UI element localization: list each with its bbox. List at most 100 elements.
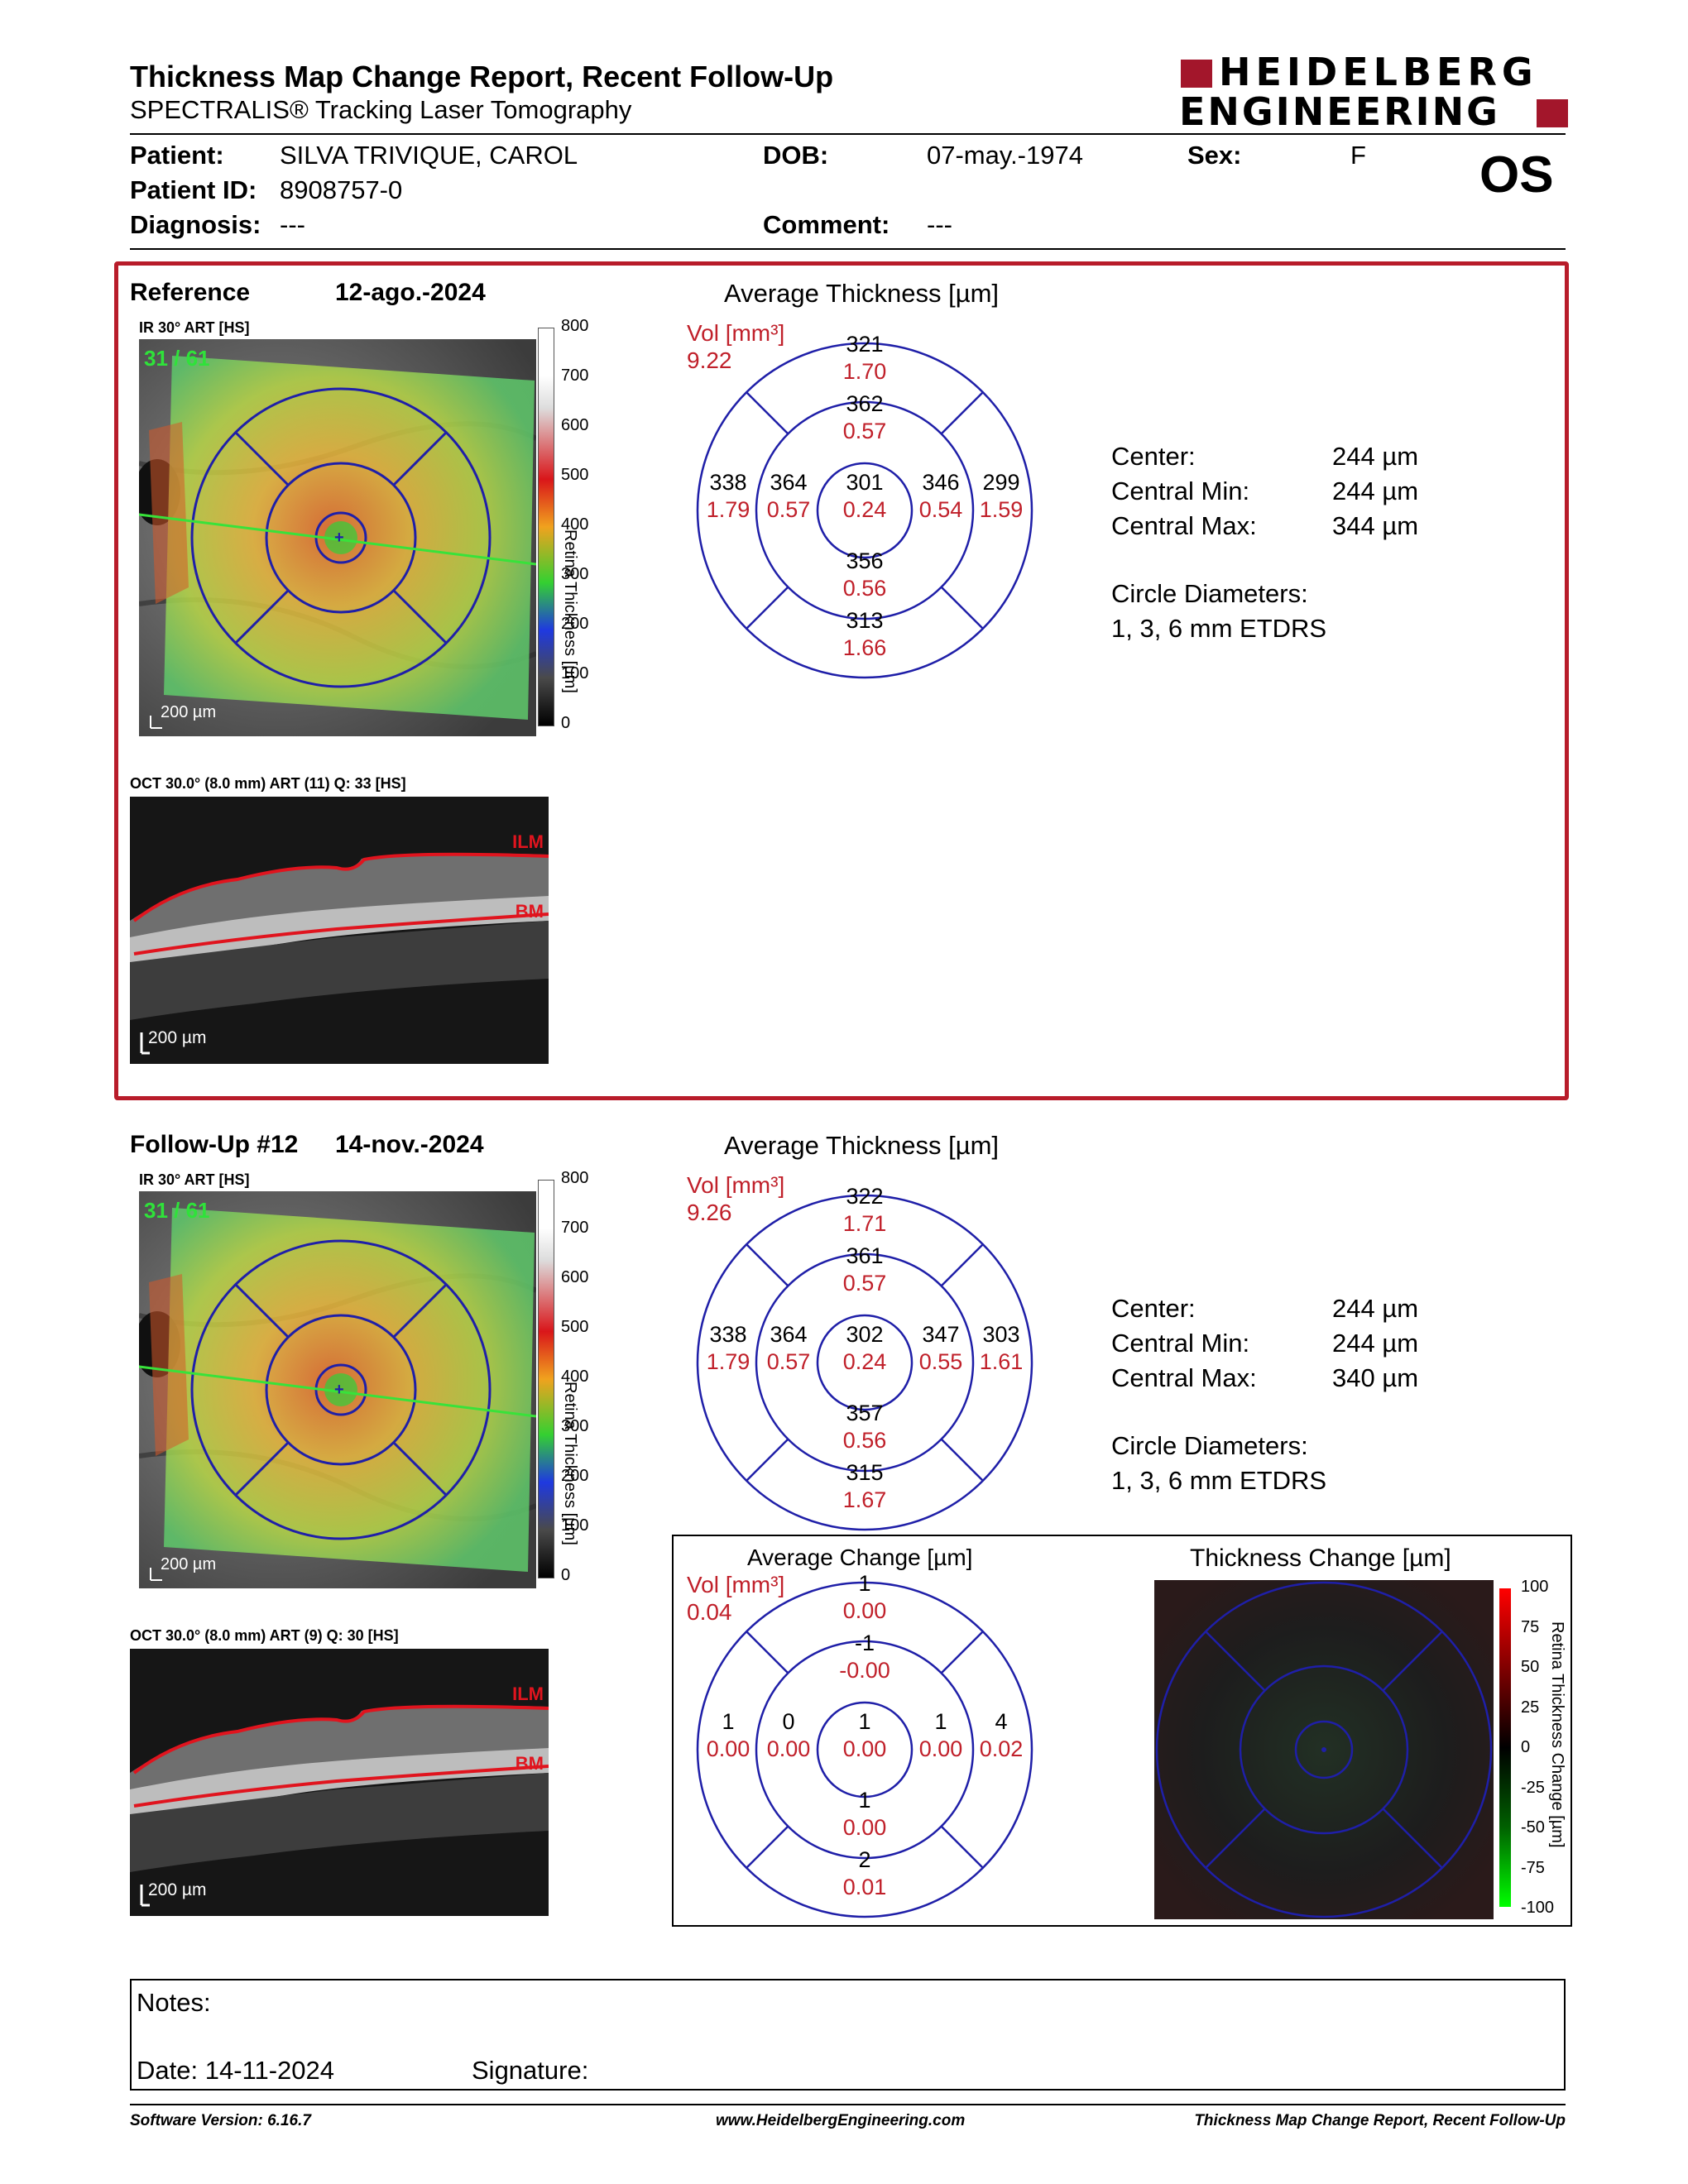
reference-tick: 300	[561, 565, 589, 583]
ref-min-label: Central Min:	[1111, 477, 1250, 505]
reference-ir-overlay: 31 / 61	[144, 346, 210, 371]
followup-oct-ilm: ILM	[512, 1684, 544, 1704]
ref-center-value: 244 µm	[1332, 442, 1419, 471]
change-tick: -75	[1521, 1858, 1545, 1877]
reference-scale-label: Retina Thickness [µm]	[560, 529, 579, 693]
followup-ir-scale: 200 µm	[161, 1555, 217, 1573]
followup-tick: 300	[561, 1417, 589, 1435]
notes-label: Notes:	[137, 1988, 211, 2017]
svg-text:+: +	[334, 1381, 344, 1399]
reference-oct-svg	[130, 797, 549, 1064]
reference-ir-caption: IR 30° ART [HS]	[139, 319, 250, 336]
patient-id-value: 8908757-0	[280, 175, 403, 204]
followup-vol-label: Vol [mm³]	[687, 1172, 785, 1198]
footer-software-version: Software Version: 6.16.7	[130, 2112, 311, 2129]
followup-oct-image: ILM BM 200 µm	[130, 1649, 549, 1916]
change-tick: 75	[1521, 1617, 1540, 1636]
reference-frame	[114, 261, 1569, 1100]
ref-max-label: Central Max:	[1111, 511, 1257, 540]
fu-inner-left: 364 0.57	[766, 1322, 811, 1374]
fu-outer-top: 322 1.71	[842, 1184, 887, 1236]
fu-outer-left: 338 1.79	[706, 1322, 750, 1374]
fu-diam-value: 1, 3, 6 mm ETDRS	[1111, 1466, 1327, 1495]
reference-ir-scale: 200 µm	[161, 703, 217, 721]
diagnosis-value: ---	[280, 210, 305, 239]
ref-outer-right: 299 1.59	[979, 470, 1024, 522]
sex-value: F	[1350, 141, 1366, 170]
reference-ir-image: + 31 / 61 200 µm	[139, 339, 536, 736]
fu-max-label: Central Max:	[1111, 1363, 1257, 1392]
reference-sector-values: 321 1.70 362 0.57 301 0.24 338 1.79 364 0.57 …	[695, 332, 1034, 680]
patient-id-label: Patient ID:	[130, 175, 257, 204]
fu-min-value: 244 µm	[1332, 1329, 1419, 1358]
ref-outer-bottom: 313 1.66	[842, 608, 887, 660]
reference-oct-ilm: ILM	[512, 831, 544, 852]
sex-label: Sex:	[1187, 141, 1242, 170]
ref-outer-top: 321 1.70	[842, 332, 887, 384]
change-colorbar	[1499, 1588, 1511, 1907]
reference-scale-label-text: Retina Thickness [µm]	[561, 529, 579, 693]
ref-inner-bottom: 356 0.56	[842, 548, 887, 601]
ref-diam-value: 1, 3, 6 mm ETDRS	[1111, 614, 1327, 643]
change-tick: 0	[1521, 1738, 1531, 1756]
eye-label: OS	[1479, 146, 1554, 204]
followup-tick: 100	[561, 1516, 589, 1535]
reference-tick: 400	[561, 515, 589, 534]
ch-outer-bottom: 2 0.01	[842, 1847, 887, 1899]
ch-center: 1 0.00	[842, 1709, 887, 1761]
fu-center-value: 244 µm	[1332, 1294, 1419, 1323]
fu-max-value: 340 µm	[1332, 1363, 1419, 1392]
fu-center: 302 0.24	[842, 1322, 887, 1374]
followup-scale-label-text: Retina Thickness [µm]	[561, 1382, 579, 1545]
notes-date: Date: 14-11-2024	[137, 2056, 334, 2085]
change-scale-label: Retina Thickness Change [µm]	[1547, 1621, 1566, 1848]
reference-tick: 800	[561, 317, 589, 335]
followup-ir-caption: IR 30° ART [HS]	[139, 1171, 250, 1188]
change-tick: -25	[1521, 1778, 1545, 1797]
fu-outer-bottom: 315 1.67	[842, 1460, 887, 1512]
notes-box	[130, 1979, 1566, 2091]
fu-inner-top: 361 0.57	[842, 1243, 887, 1296]
change-tick: 25	[1521, 1698, 1540, 1717]
report-title: Thickness Map Change Report, Recent Foll…	[130, 60, 834, 93]
followup-ir-svg: +	[139, 1191, 536, 1588]
dob-label: DOB:	[763, 141, 829, 170]
dob-value: 07-may.-1974	[927, 141, 1083, 170]
logo-block-bottom	[1537, 99, 1568, 127]
reference-vol-label: Vol [mm³]	[687, 320, 785, 346]
reference-date: 12-ago.-2024	[335, 279, 486, 306]
ref-max-value: 344 µm	[1332, 511, 1419, 540]
logo-line2: ENGINEERING	[1179, 89, 1500, 134]
reference-label: Reference	[130, 279, 251, 306]
followup-oct-svg	[130, 1649, 549, 1916]
reference-tick: 500	[561, 466, 589, 484]
ref-inner-right: 346 0.54	[918, 470, 963, 522]
followup-tick: 600	[561, 1268, 589, 1286]
footer-website-link[interactable]: www.HeidelbergEngineering.com	[716, 2112, 966, 2129]
ref-center: 301 0.24	[842, 470, 887, 522]
ref-inner-top: 362 0.57	[842, 391, 887, 443]
change-scale-label-text: Retina Thickness Change [µm]	[1548, 1621, 1566, 1848]
notes-signature: Signature:	[472, 2056, 589, 2085]
change-panel	[672, 1535, 1572, 1927]
reference-tick: 600	[561, 416, 589, 434]
ref-center-label: Center:	[1111, 442, 1196, 471]
followup-tick: 0	[561, 1566, 571, 1584]
followup-tick: 800	[561, 1169, 589, 1187]
change-tick: 50	[1521, 1658, 1540, 1676]
change-vol-value: 0.04	[687, 1599, 732, 1625]
followup-ir-overlay: 31 / 61	[144, 1198, 210, 1223]
reference-ir-svg: +	[139, 339, 536, 736]
followup-scale-label: Retina Thickness [µm]	[560, 1382, 579, 1545]
heidelberg-logo: HEIDELBERG ENGINEERING	[1179, 53, 1568, 134]
fu-outer-right: 303 1.61	[979, 1322, 1024, 1374]
ch-outer-left: 1 0.00	[706, 1709, 750, 1761]
followup-date: 14-nov.-2024	[335, 1131, 484, 1158]
fu-diam-label: Circle Diameters:	[1111, 1431, 1308, 1460]
diagnosis-label: Diagnosis:	[130, 210, 261, 239]
reference-tick: 200	[561, 615, 589, 633]
followup-tick: 200	[561, 1467, 589, 1485]
patient-value: SILVA TRIVIQUE, CAROL	[280, 141, 578, 170]
report-subtitle: SPECTRALIS® Tracking Laser Tomography	[130, 95, 632, 124]
